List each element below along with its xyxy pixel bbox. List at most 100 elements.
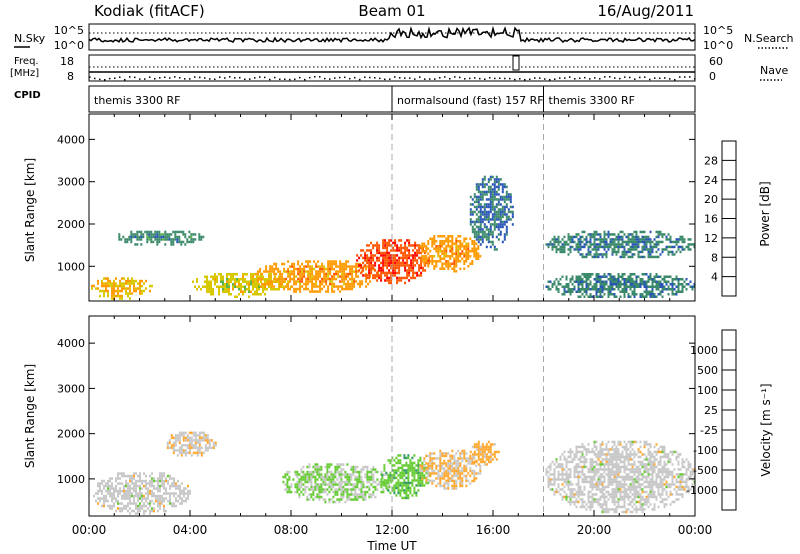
echo-cell [319,280,322,283]
echo-cell [389,491,392,495]
echo-cell [505,203,508,206]
echo-cell [312,498,315,501]
echo-cell [336,465,339,469]
echo-cell [607,460,610,464]
echo-cell [569,280,572,283]
echo-cell [121,284,123,288]
echo-cell [609,233,612,236]
echo-cell [601,468,604,471]
echo-cell [617,465,620,469]
echo-cell [169,474,171,478]
echo-cell [585,478,588,481]
echo-cell [380,266,383,270]
echo-cell [599,283,602,286]
echo-cell [359,285,362,288]
echo-cell [489,460,492,464]
echo-cell [489,230,492,234]
echo-cell [493,193,496,196]
echo-cell [575,453,578,456]
echo-cell [416,251,419,255]
echo-cell [487,220,490,224]
echo-cell [317,277,320,281]
echo-cell [685,283,688,286]
echo-cell [433,255,436,258]
echo-cell [603,500,606,504]
echo-cell [119,294,121,298]
echo-cell [336,463,339,466]
echo-cell [641,283,644,286]
echo-cell [299,270,302,273]
echo-cell [663,285,666,288]
echo-cell [431,457,434,460]
echo-cell [127,482,129,485]
echo-cell [188,230,191,234]
echo-cell [109,477,111,480]
echo-cell [181,492,183,495]
echo-cell [633,240,636,244]
echo-cell [603,280,606,283]
echo-cell [418,274,421,277]
colorbar-tick-label: 28 [704,154,718,167]
echo-cell [351,265,354,268]
echo-cell [473,240,476,243]
echo-cell [419,476,422,480]
echo-cell [605,473,608,476]
echo-cell [258,288,260,291]
echo-cell [455,270,458,273]
echo-cell [147,507,149,510]
echo-cell [679,245,682,249]
echo-cell [172,238,175,241]
echo-cell [405,481,408,485]
echo-cell [493,210,496,214]
echo-cell [635,285,638,288]
echo-cell [549,483,552,486]
echo-cell [328,470,331,474]
echo-cell [194,434,197,437]
echo-cell [603,293,606,296]
echo-cell [481,218,484,221]
echo-cell [577,473,580,476]
echo-cell [439,250,442,253]
echo-cell [117,502,119,505]
echo-cell [385,479,388,482]
echo-cell [449,262,452,265]
echo-cell [210,283,212,286]
echo-cell [613,500,616,504]
echo-cell [579,490,582,494]
echo-cell [645,280,648,283]
power-y-axis-label: Slant Range [km] [23,158,37,262]
echo-cell [343,265,346,268]
echo-cell [139,487,141,490]
echo-cell [384,264,387,267]
nsearch-tick-low: 10^0 [703,39,733,52]
echo-cell [133,474,135,478]
echo-cell [302,475,305,479]
echo-cell [318,483,321,486]
echo-cell [184,439,187,442]
echo-cell [196,439,199,442]
echo-cell [273,272,276,276]
echo-cell [571,235,574,239]
echo-cell [347,265,350,268]
echo-cell [631,293,634,296]
echo-cell [549,465,552,469]
echo-cell [475,453,478,456]
echo-cell [109,489,111,493]
echo-cell [511,210,514,214]
echo-cell [499,208,502,211]
echo-cell [234,285,236,288]
echo-cell [471,462,474,465]
echo-cell [298,488,301,491]
echo-cell [631,278,634,281]
echo-cell [414,271,417,275]
echo-cell [575,448,578,451]
echo-cell [439,235,442,238]
echo-cell [603,470,606,474]
echo-cell [105,497,107,500]
echo-cell [139,472,141,475]
echo-cell [491,208,494,211]
echo-cell [587,233,590,236]
echo-cell [159,499,161,503]
echo-cell [336,470,339,474]
echo-cell [451,454,454,458]
